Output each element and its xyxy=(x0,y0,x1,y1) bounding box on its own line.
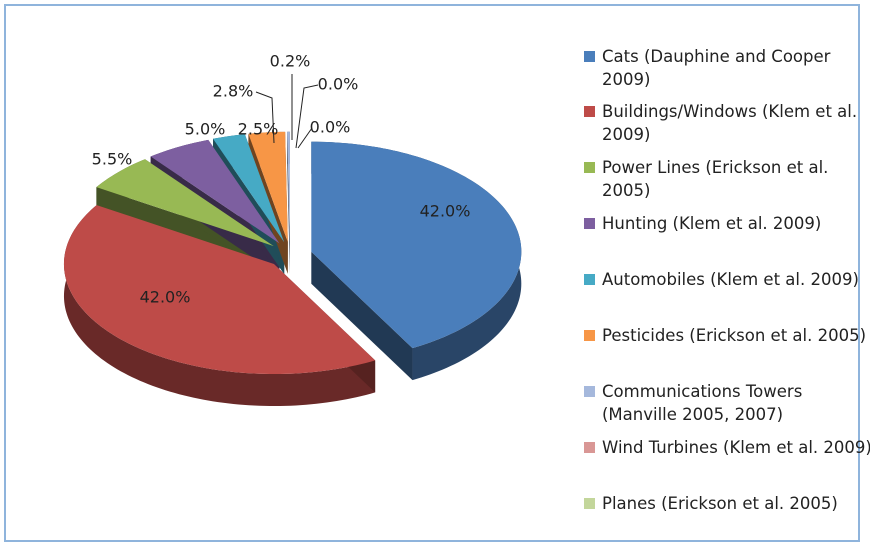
slice xyxy=(311,141,522,349)
legend-label: Buildings/Windows (Klem et al. 2009) xyxy=(602,102,858,144)
legend-swatch xyxy=(584,274,595,285)
data-label: 5.5% xyxy=(92,150,133,169)
slice xyxy=(213,134,285,243)
leader-line xyxy=(295,84,319,149)
legend-label: Wind Turbines (Klem et al. 2009) xyxy=(602,438,870,457)
slice xyxy=(63,205,376,375)
slice xyxy=(96,159,274,247)
legend-swatch xyxy=(584,498,595,509)
legend-item: Wind Turbines (Klem et al. 2009) xyxy=(584,436,870,459)
legend-swatch xyxy=(584,51,595,62)
legend-label: Planes (Erickson et al. 2005) xyxy=(602,494,838,513)
slice xyxy=(248,131,288,242)
chart-frame xyxy=(4,4,860,542)
slice-side xyxy=(63,205,376,407)
slice xyxy=(287,131,290,242)
data-label: 0.0% xyxy=(318,75,359,94)
legend-swatch xyxy=(584,330,595,341)
data-label: 42.0% xyxy=(420,202,471,221)
legend-item: Automobiles (Klem et al. 2009) xyxy=(584,268,870,291)
legend-item: Pesticides (Erickson et al. 2005) xyxy=(584,324,870,347)
legend-swatch xyxy=(584,162,595,173)
legend-item: Hunting (Klem et al. 2009) xyxy=(584,212,870,235)
legend-swatch xyxy=(584,106,595,117)
data-label: 2.8% xyxy=(213,82,254,101)
slice-wall xyxy=(311,251,413,381)
legend-item: Planes (Erickson et al. 2005) xyxy=(584,492,870,515)
data-label: 42.0% xyxy=(140,288,191,307)
legend-swatch xyxy=(584,386,595,397)
legend-item: Power Lines (Erickson et al. 2005) xyxy=(584,156,870,202)
legend-item: Communications Towers (Manville 2005, 20… xyxy=(584,380,870,426)
legend-label: Communications Towers (Manville 2005, 20… xyxy=(602,382,803,424)
leader-line xyxy=(297,127,313,149)
data-label: 2.5% xyxy=(238,120,279,139)
legend-label: Cats (Dauphine and Cooper 2009) xyxy=(602,47,831,89)
legend-swatch xyxy=(584,218,595,229)
leader-line xyxy=(255,91,275,144)
legend-label: Pesticides (Erickson et al. 2005) xyxy=(602,326,867,345)
legend-label: Power Lines (Erickson et al. 2005) xyxy=(602,158,829,200)
data-label: 5.0% xyxy=(185,120,226,139)
legend-label: Automobiles (Klem et al. 2009) xyxy=(602,270,859,289)
legend-item: Buildings/Windows (Klem et al. 2009) xyxy=(584,100,870,146)
slice-wall xyxy=(287,131,290,274)
slice xyxy=(150,139,280,244)
data-label: 0.2% xyxy=(270,52,311,71)
legend-label: Hunting (Klem et al. 2009) xyxy=(602,214,822,233)
legend-swatch xyxy=(584,442,595,453)
legend-item: Cats (Dauphine and Cooper 2009) xyxy=(584,45,870,91)
data-label: 0.0% xyxy=(310,118,351,137)
